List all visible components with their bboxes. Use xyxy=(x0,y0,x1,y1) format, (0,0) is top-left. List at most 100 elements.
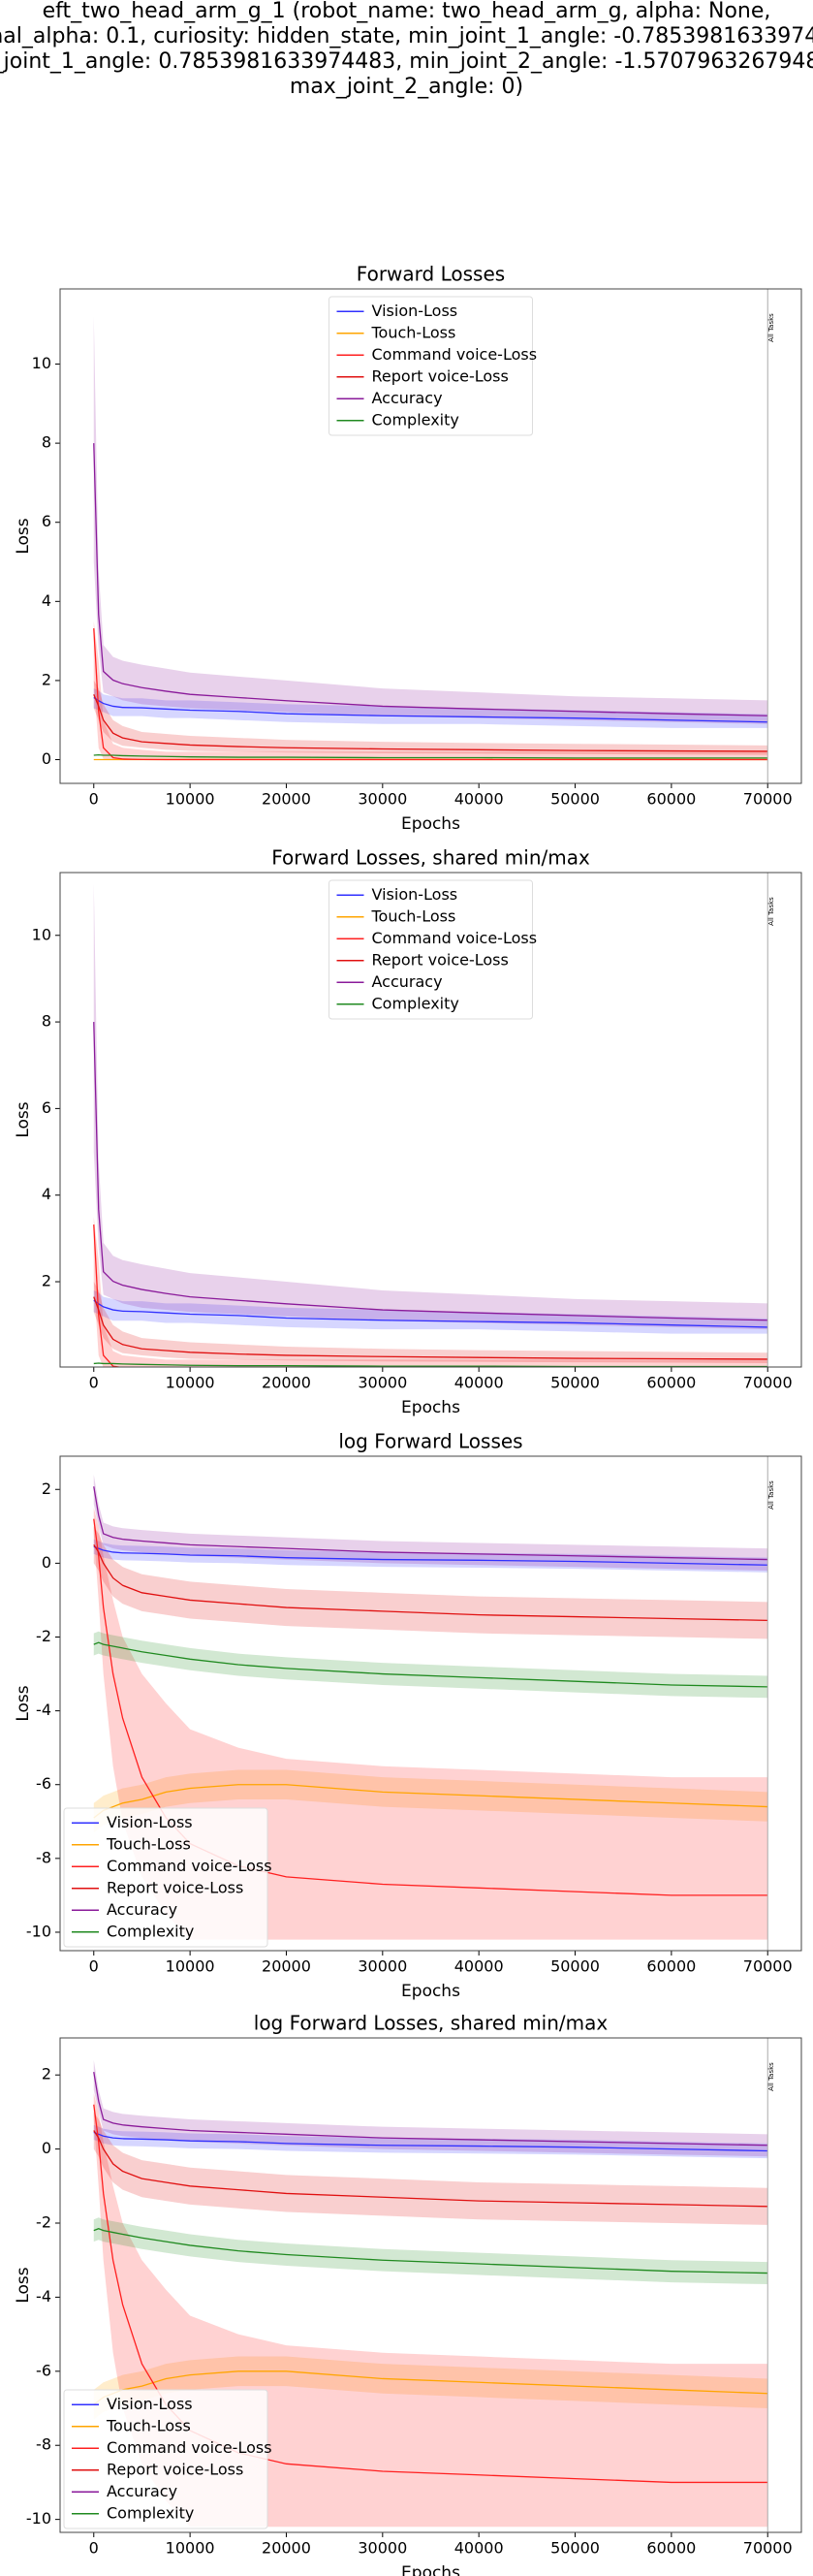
x-tick-label: 20000 xyxy=(262,2539,311,2558)
band xyxy=(93,1539,768,1573)
y-tick-label: 6 xyxy=(42,1098,51,1117)
x-tick-label: 70000 xyxy=(743,790,793,809)
y-tick-label: 10 xyxy=(32,925,51,943)
line xyxy=(93,2072,768,2147)
legend: Vision-Loss Touch-Loss Command voice-Loss R… xyxy=(63,2389,272,2529)
legend-label: Touch-Loss xyxy=(371,323,456,341)
legend-label: Command voice-Loss xyxy=(107,1857,272,1875)
line xyxy=(93,1641,768,1688)
x-tick-label: 30000 xyxy=(358,790,407,809)
legend-label: Command voice-Loss xyxy=(372,345,538,364)
x-tick-label: 40000 xyxy=(454,2539,504,2558)
line xyxy=(93,696,768,723)
x-tick-label: 50000 xyxy=(550,1374,600,1392)
x-tick-label: 0 xyxy=(89,790,99,809)
line xyxy=(93,1362,768,1367)
band xyxy=(93,2356,768,2420)
y-tick-label: -6 xyxy=(36,2361,51,2379)
legend-label: Touch-Loss xyxy=(106,2416,191,2434)
line xyxy=(93,753,768,759)
x-tick-label: 40000 xyxy=(454,1374,504,1392)
legend-box xyxy=(328,879,533,1020)
band xyxy=(93,2124,768,2159)
legend: Vision-Loss Touch-Loss Command voice-Loss R… xyxy=(63,1807,272,1948)
legend-label: Report voice-Loss xyxy=(372,950,509,969)
legend-label: Vision-Loss xyxy=(372,885,458,904)
line xyxy=(93,2228,768,2274)
legend-label: Command voice-Loss xyxy=(107,2438,272,2457)
y-tick-label: -8 xyxy=(36,1848,51,1866)
y-tick-label: 0 xyxy=(42,1553,51,1572)
x-tick-label: 60000 xyxy=(646,1957,696,1976)
y-tick-label: -4 xyxy=(36,2287,51,2306)
line xyxy=(93,1486,768,1561)
y-tick-label: 2 xyxy=(42,1272,51,1290)
task-annotation: All Tasks xyxy=(767,897,775,926)
x-tick-label: 30000 xyxy=(358,1957,407,1976)
y-tick-label: 8 xyxy=(42,1012,51,1031)
x-tick-label: 20000 xyxy=(262,1374,311,1392)
line xyxy=(93,1543,768,1622)
line xyxy=(93,443,768,716)
band xyxy=(93,1526,768,1639)
legend-box xyxy=(328,296,533,436)
y-tick-label: -10 xyxy=(26,2509,51,2528)
y-tick-label: -2 xyxy=(36,2213,51,2232)
y-tick-label: 2 xyxy=(42,1479,51,1498)
y-axis-label: Loss xyxy=(14,1101,33,1137)
x-axis-label: Epochs xyxy=(401,2563,460,2576)
chart-title: log Forward Losses xyxy=(338,1430,522,1453)
x-tick-label: 50000 xyxy=(550,790,600,809)
subplot: log Forward Losses, shared min/max Epochs… xyxy=(14,2012,802,2576)
line xyxy=(93,1299,768,1328)
task-annotation: All Tasks xyxy=(767,313,775,342)
legend-label: Accuracy xyxy=(372,389,443,407)
legend: Vision-Loss Touch-Loss Command voice-Loss R… xyxy=(328,879,537,1020)
x-tick-label: 70000 xyxy=(743,2539,793,2558)
line xyxy=(93,1545,768,1566)
x-tick-label: 40000 xyxy=(454,790,504,809)
x-tick-label: 20000 xyxy=(262,1957,311,1976)
x-tick-label: 0 xyxy=(89,1957,99,1976)
axes-frame xyxy=(59,1455,802,1952)
band xyxy=(93,680,768,755)
legend-box xyxy=(63,1807,268,1948)
x-tick-label: 30000 xyxy=(358,2539,407,2558)
y-tick-label: 8 xyxy=(42,433,51,452)
task-annotation: All Tasks xyxy=(767,1480,775,1510)
legend-label: Report voice-Loss xyxy=(107,1878,243,1896)
band xyxy=(93,316,768,724)
x-tick-label: 10000 xyxy=(166,1374,215,1392)
axes-frame xyxy=(59,2037,802,2533)
y-axis-label: Loss xyxy=(14,1685,33,1721)
figure-title-line: eft_two_head_arm_g_1 (robot_name: two_he… xyxy=(43,0,771,23)
x-tick-label: 40000 xyxy=(454,1957,504,1976)
line xyxy=(93,1296,768,1360)
band xyxy=(93,1769,768,1833)
x-tick-label: 50000 xyxy=(550,2539,600,2558)
subplot: Forward Losses, shared min/max Epochs Loss… xyxy=(14,846,802,1417)
legend-label: Vision-Loss xyxy=(107,2395,193,2413)
band xyxy=(93,1282,768,1363)
y-tick-label: 10 xyxy=(32,354,51,372)
legend-label: Accuracy xyxy=(107,1900,177,1919)
legend-label: Complexity xyxy=(372,410,459,429)
plot-area xyxy=(93,883,768,1367)
line xyxy=(93,1022,768,1321)
line xyxy=(93,1224,123,1367)
x-tick-label: 60000 xyxy=(646,2539,696,2558)
x-tick-label: 10000 xyxy=(166,1957,215,1976)
band xyxy=(93,2217,768,2285)
legend-label: Complexity xyxy=(107,1922,194,1940)
legend-label: Touch-Loss xyxy=(371,906,456,925)
figure-title-line: max_joint_2_angle: 0) xyxy=(290,75,523,99)
legend-label: Vision-Loss xyxy=(372,302,458,320)
chart-title: Forward Losses, shared min/max xyxy=(271,846,590,870)
axes-frame xyxy=(59,288,802,784)
band xyxy=(93,883,768,1330)
legend-label: Touch-Loss xyxy=(106,1834,191,1853)
line xyxy=(93,693,768,752)
y-tick-label: 2 xyxy=(42,2065,51,2083)
